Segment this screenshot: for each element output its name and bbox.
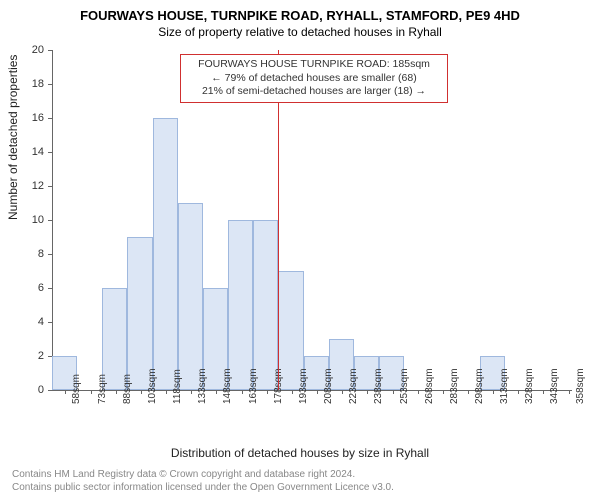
histogram-bar <box>153 118 178 390</box>
x-axis-title: Distribution of detached houses by size … <box>0 446 600 460</box>
x-tick-label: 163sqm <box>248 396 259 404</box>
x-tick-label: 283sqm <box>449 396 460 404</box>
histogram-bar <box>253 220 278 390</box>
y-tick-label: 12 <box>32 180 44 192</box>
x-tick-label: 298sqm <box>474 396 485 404</box>
page-title: FOURWAYS HOUSE, TURNPIKE ROAD, RYHALL, S… <box>0 0 600 23</box>
x-tick-label: 328sqm <box>524 396 535 404</box>
x-tick-label: 208sqm <box>323 396 334 404</box>
y-tick-label: 0 <box>38 384 44 396</box>
plot-area: 0246810121416182058sqm73sqm88sqm103sqm11… <box>52 50 572 390</box>
x-tick-label: 178sqm <box>273 396 284 404</box>
y-tick-label: 8 <box>38 248 44 260</box>
footnote-line-1: Contains HM Land Registry data © Crown c… <box>12 469 394 482</box>
y-tick-label: 6 <box>38 282 44 294</box>
x-tick-label: 193sqm <box>298 396 309 404</box>
y-tick-label: 14 <box>32 146 44 158</box>
y-tick-label: 10 <box>32 214 44 226</box>
y-tick-label: 20 <box>32 44 44 56</box>
x-tick-label: 148sqm <box>222 396 233 404</box>
x-tick-label: 118sqm <box>172 396 183 404</box>
annotation-box: FOURWAYS HOUSE TURNPIKE ROAD: 185sqm← 79… <box>180 54 448 103</box>
histogram-chart: 0246810121416182058sqm73sqm88sqm103sqm11… <box>52 50 572 390</box>
page-subtitle: Size of property relative to detached ho… <box>0 23 600 39</box>
y-tick-label: 4 <box>38 316 44 328</box>
y-tick-label: 16 <box>32 112 44 124</box>
x-tick-label: 103sqm <box>147 396 158 404</box>
footnote-line-2: Contains public sector information licen… <box>12 482 394 495</box>
y-axis-title: Number of detached properties <box>6 55 20 220</box>
y-tick-label: 2 <box>38 350 44 362</box>
x-tick-label: 88sqm <box>122 396 133 404</box>
x-tick-label: 223sqm <box>348 396 359 404</box>
histogram-bar <box>127 237 152 390</box>
x-tick-label: 238sqm <box>373 396 384 404</box>
x-tick-label: 268sqm <box>424 396 435 404</box>
x-tick-label: 133sqm <box>197 396 208 404</box>
histogram-bar <box>178 203 203 390</box>
footnote: Contains HM Land Registry data © Crown c… <box>12 469 394 494</box>
histogram-bar <box>228 220 253 390</box>
x-tick-label: 58sqm <box>71 396 82 404</box>
x-tick-label: 253sqm <box>399 396 410 404</box>
x-tick-label: 73sqm <box>97 396 108 404</box>
y-tick-label: 18 <box>32 78 44 90</box>
x-tick-label: 313sqm <box>499 396 510 404</box>
x-tick-label: 343sqm <box>549 396 560 404</box>
x-tick-label: 358sqm <box>575 396 586 404</box>
